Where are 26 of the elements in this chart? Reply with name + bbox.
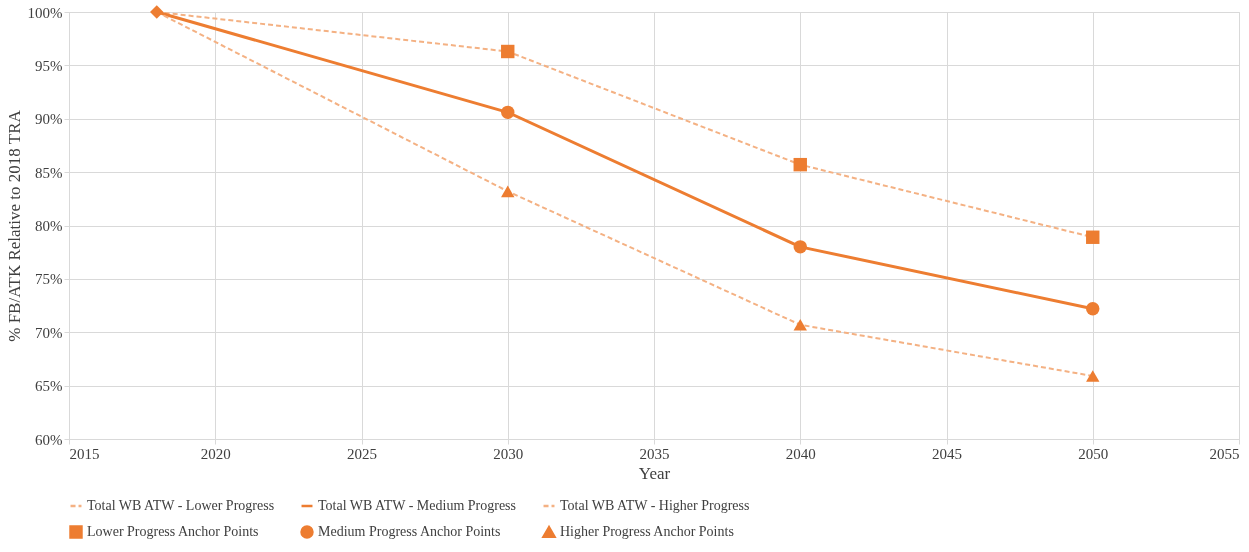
legend-label: Lower Progress Anchor Points — [87, 524, 259, 539]
x-tick-label: 2020 — [200, 445, 231, 462]
y-tick-label: 60% — [35, 431, 63, 448]
y-tick-label: 75% — [35, 271, 63, 288]
legend-label: Total WB ATW - Higher Progress — [560, 498, 750, 513]
legend-label: Medium Progress Anchor Points — [318, 524, 501, 539]
x-tick-label: 2045 — [932, 445, 962, 462]
x-tick-label: 2040 — [785, 445, 816, 462]
y-tick-label: 70% — [35, 324, 63, 341]
y-tick-label: 90% — [35, 111, 63, 128]
legend-label: Total WB ATW - Lower Progress — [87, 498, 275, 513]
y-tick-label: 100% — [27, 4, 63, 21]
x-tick-label: 2050 — [1078, 445, 1109, 462]
legend-label: Higher Progress Anchor Points — [560, 524, 734, 539]
x-tick-label: 2025 — [347, 445, 377, 462]
x-axis-title: Year — [638, 463, 671, 483]
y-axis-title: % FB/ATK Relative to 2018 TRA — [4, 109, 24, 342]
x-tick-label: 2055 — [1209, 445, 1240, 462]
y-tick-label: 95% — [35, 57, 63, 74]
y-tick-label: 85% — [35, 164, 63, 181]
x-tick-label: 2030 — [493, 445, 524, 462]
x-tick-label: 2035 — [639, 445, 670, 462]
legend-label: Total WB ATW - Medium Progress — [318, 498, 516, 513]
y-tick-label: 65% — [35, 378, 63, 395]
x-tick-label: 2015 — [69, 445, 100, 462]
y-tick-label: 80% — [35, 218, 63, 234]
